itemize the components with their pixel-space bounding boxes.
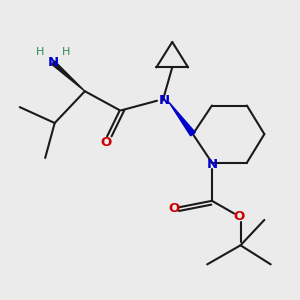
Polygon shape <box>52 61 85 91</box>
Text: O: O <box>168 202 179 215</box>
Text: O: O <box>233 210 244 223</box>
Text: N: N <box>206 158 218 171</box>
Text: O: O <box>101 136 112 148</box>
Text: H: H <box>36 46 44 56</box>
Text: H: H <box>62 46 70 56</box>
Text: N: N <box>47 56 59 68</box>
Text: N: N <box>159 94 170 107</box>
Polygon shape <box>169 102 195 136</box>
